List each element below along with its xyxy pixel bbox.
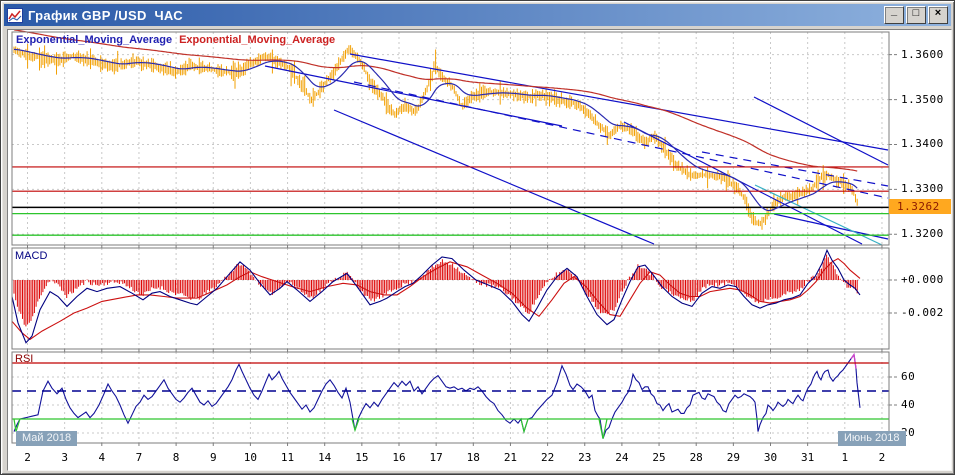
macd-main-line	[11, 248, 861, 344]
date-labels-label: 28	[689, 451, 703, 464]
date-labels-label: 2	[878, 451, 886, 464]
trendline	[349, 53, 889, 151]
date-labels-label: 29	[726, 451, 740, 464]
date-labels-label: 4	[98, 451, 106, 464]
trendline	[701, 151, 889, 187]
date-labels-label: 22	[540, 451, 555, 464]
rsi-oversold-marker	[598, 418, 608, 439]
date-labels-label: 24	[615, 451, 629, 464]
rsi-line	[13, 353, 861, 439]
month-badge-right: Июнь 2018	[838, 431, 906, 446]
indicator-legend: Exponential_Moving_Average Exponential_M…	[16, 34, 335, 46]
rsi-overbought-marker	[850, 352, 857, 369]
maximize-button[interactable]: □	[906, 6, 926, 24]
window-controls: _ □ ×	[884, 6, 948, 24]
title-bar[interactable]: График GBP /USD ЧАС _ □ ×	[4, 4, 951, 26]
month-badge-left: Май 2018	[16, 431, 78, 446]
window-title: График GBP /USD ЧАС	[28, 7, 183, 23]
date-labels-label: 30	[763, 451, 778, 464]
price-ticks-label: 1.3200	[901, 227, 944, 241]
ema-slow-label: Exponential_Moving_Average	[179, 34, 336, 46]
date-labels-label: 1	[841, 451, 849, 464]
macd-ticks-label: +0.000	[901, 273, 944, 286]
rsi-label: RSI	[15, 353, 34, 365]
trendline	[623, 121, 863, 245]
ema-fast-line	[13, 48, 858, 212]
date-labels-label: 2	[24, 451, 31, 464]
chart-canvas[interactable]	[8, 30, 951, 470]
macd-histogram	[13, 254, 858, 327]
date-labels-label: 10	[243, 451, 258, 464]
chart-icon	[7, 7, 23, 23]
date-labels-label: 25	[652, 451, 666, 464]
cyan-trendline	[754, 184, 883, 246]
rsi-oversold-marker	[351, 418, 360, 433]
date-labels-label: 23	[578, 451, 592, 464]
current-price-tag: 1.3262	[889, 199, 951, 215]
date-labels-label: 31	[801, 451, 815, 464]
date-labels-label: 8	[172, 451, 180, 464]
date-labels-label: 9	[209, 451, 217, 464]
price-ticks-label: 1.3300	[901, 182, 944, 196]
date-labels-label: 14	[318, 451, 332, 464]
trendline	[353, 81, 889, 199]
date-labels-label: 18	[466, 451, 480, 464]
close-button[interactable]: ×	[928, 6, 948, 24]
date-labels-label: 17	[429, 451, 443, 464]
date-labels-label: 21	[503, 451, 518, 464]
ema-slow-line	[13, 30, 858, 172]
candles	[13, 44, 858, 230]
date-labels-label: 16	[392, 451, 406, 464]
price-ticks-label: 1.3400	[901, 137, 944, 151]
rsi-ticks-label: 40	[901, 398, 916, 411]
date-labels-label: 3	[61, 451, 68, 464]
macd-ticks-label: -0.002	[901, 306, 944, 319]
minimize-button[interactable]: _	[884, 6, 904, 24]
chart-area[interactable]: Exponential_Moving_Average Exponential_M…	[7, 29, 952, 471]
rsi-oversold-marker	[520, 418, 529, 434]
ema-fast-label: Exponential_Moving_Average	[16, 34, 173, 46]
trendline	[753, 96, 889, 166]
date-labels-label: 7	[135, 451, 143, 464]
date-labels-label: 15	[355, 451, 369, 464]
date-labels-label: 11	[280, 451, 295, 464]
trendline	[333, 109, 655, 245]
trendline	[264, 65, 563, 127]
rsi-ticks-label: 60	[901, 370, 916, 383]
price-ticks-label: 1.3500	[901, 92, 944, 106]
macd-label: MACD	[15, 250, 48, 262]
price-ticks-label: 1.3600	[901, 47, 944, 61]
